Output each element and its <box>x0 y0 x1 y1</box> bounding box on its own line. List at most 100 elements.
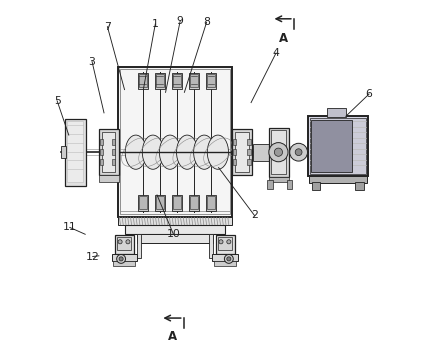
Bar <box>139 196 147 209</box>
Circle shape <box>269 143 288 162</box>
Bar <box>271 130 286 174</box>
Bar <box>112 159 115 165</box>
Bar <box>99 175 119 182</box>
Ellipse shape <box>207 135 229 169</box>
Bar <box>124 225 226 234</box>
Bar <box>190 196 198 209</box>
Bar <box>327 108 346 117</box>
Bar <box>136 234 214 243</box>
Bar <box>218 237 232 250</box>
Bar <box>117 237 131 250</box>
Bar <box>136 234 141 258</box>
Bar <box>309 176 367 183</box>
Bar <box>207 196 215 209</box>
Circle shape <box>274 148 282 156</box>
Bar <box>312 182 320 190</box>
Ellipse shape <box>125 135 147 169</box>
Text: 3: 3 <box>89 56 95 67</box>
Bar <box>269 177 289 182</box>
Circle shape <box>118 240 122 244</box>
Bar <box>233 149 236 155</box>
Text: A: A <box>279 32 288 45</box>
Circle shape <box>227 257 231 261</box>
Bar <box>155 73 165 89</box>
Bar <box>99 129 119 175</box>
Circle shape <box>295 149 302 156</box>
Bar <box>311 120 352 172</box>
Circle shape <box>219 240 223 244</box>
Bar <box>247 139 251 145</box>
Bar <box>102 132 115 172</box>
Bar <box>253 144 275 161</box>
Bar <box>113 261 135 266</box>
Ellipse shape <box>177 135 198 169</box>
Bar <box>189 73 199 89</box>
Text: 4: 4 <box>273 48 279 58</box>
Ellipse shape <box>159 135 181 169</box>
Bar <box>212 254 238 261</box>
Text: 12: 12 <box>86 251 99 262</box>
Bar <box>118 217 232 225</box>
Bar <box>172 195 182 211</box>
Bar <box>247 149 251 155</box>
Bar <box>233 139 236 145</box>
Circle shape <box>290 143 308 161</box>
Bar <box>173 196 181 209</box>
Bar <box>355 182 364 190</box>
Circle shape <box>117 254 126 263</box>
Text: 1: 1 <box>152 19 159 29</box>
Text: 9: 9 <box>177 15 184 26</box>
Text: 10: 10 <box>166 229 180 239</box>
Bar <box>207 74 215 87</box>
Bar <box>216 235 234 254</box>
Bar <box>235 132 249 172</box>
Text: A: A <box>168 330 177 342</box>
Bar <box>115 235 134 254</box>
Text: 8: 8 <box>203 17 210 27</box>
Bar <box>120 69 230 214</box>
Bar <box>189 195 199 211</box>
Bar <box>206 195 216 211</box>
Bar <box>99 139 103 145</box>
Bar <box>214 261 236 266</box>
Bar <box>138 73 148 89</box>
Bar <box>269 128 289 177</box>
Bar <box>287 180 292 189</box>
Bar <box>156 196 164 209</box>
Circle shape <box>224 254 233 263</box>
Bar <box>190 74 198 87</box>
Text: 5: 5 <box>54 96 60 106</box>
Text: 7: 7 <box>104 22 111 32</box>
Bar <box>233 159 236 165</box>
Bar <box>118 67 232 217</box>
Bar <box>310 118 366 174</box>
Bar <box>99 149 103 155</box>
Bar <box>173 74 181 87</box>
Text: 11: 11 <box>63 222 77 233</box>
Circle shape <box>119 257 123 261</box>
Bar <box>112 149 115 155</box>
Bar <box>111 254 137 261</box>
Bar <box>172 73 182 89</box>
Bar <box>65 119 86 186</box>
Bar <box>67 121 83 182</box>
Bar <box>112 139 115 145</box>
Bar <box>267 180 273 189</box>
Ellipse shape <box>194 135 215 169</box>
Bar <box>99 159 103 165</box>
Text: 2: 2 <box>251 210 258 221</box>
Bar <box>139 74 147 87</box>
Bar <box>155 195 165 211</box>
Bar <box>138 195 148 211</box>
Bar <box>210 234 214 258</box>
Bar <box>308 116 368 176</box>
Bar <box>247 159 251 165</box>
Bar <box>61 146 67 158</box>
Text: 6: 6 <box>365 89 373 99</box>
Bar <box>232 129 252 175</box>
Bar <box>206 73 216 89</box>
Circle shape <box>227 240 231 244</box>
Bar <box>156 74 164 87</box>
Circle shape <box>126 240 130 244</box>
Ellipse shape <box>143 135 163 169</box>
